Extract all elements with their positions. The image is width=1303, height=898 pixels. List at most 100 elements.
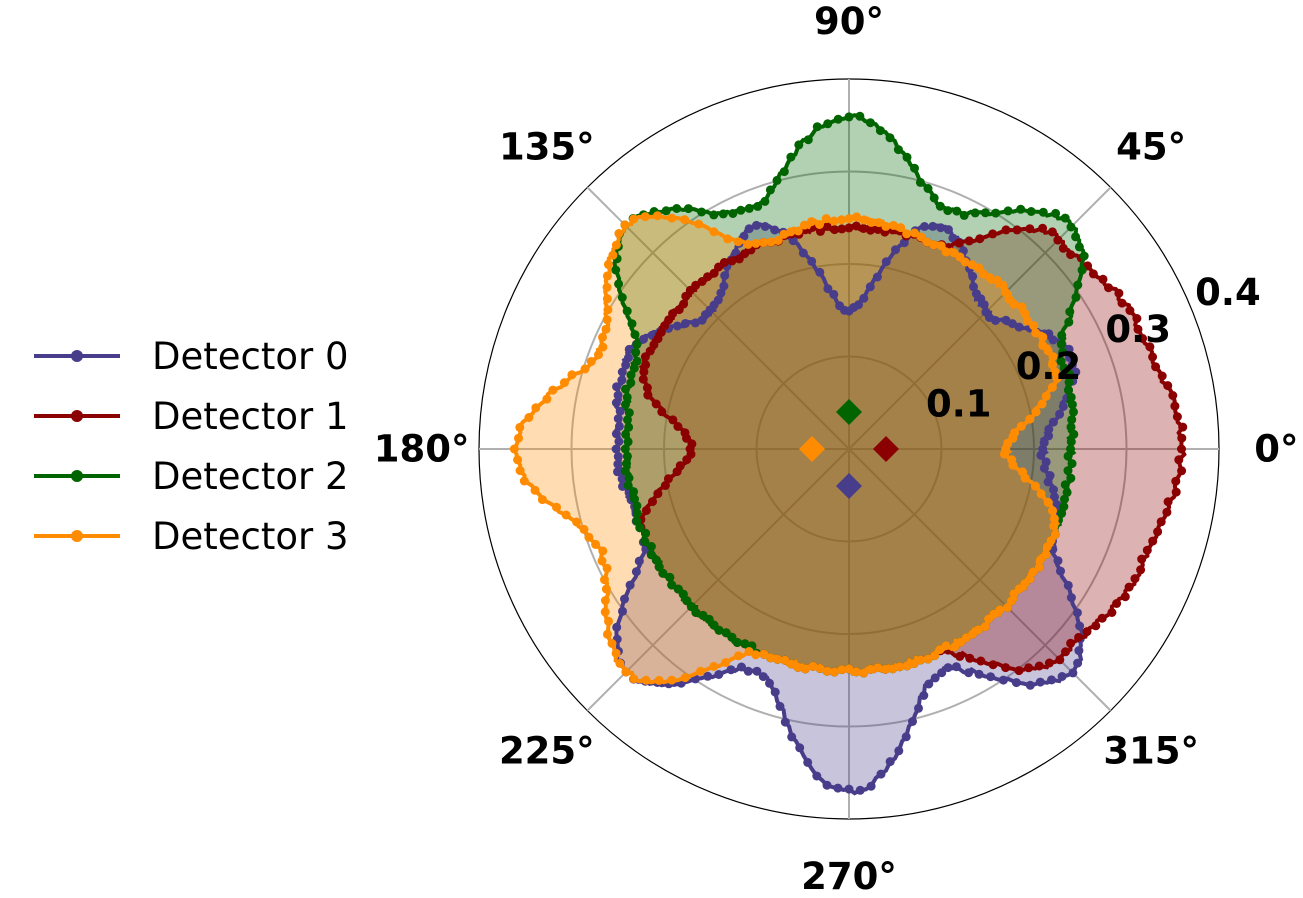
data-point <box>714 625 724 635</box>
data-point <box>661 206 671 216</box>
data-point <box>1059 502 1069 512</box>
data-point <box>602 315 612 325</box>
data-point <box>949 248 959 258</box>
radial-tick-label: 0.1 <box>926 382 992 425</box>
data-point <box>630 330 640 340</box>
angular-tick-label: 270° <box>801 855 897 898</box>
data-point <box>1036 450 1046 460</box>
data-point <box>1074 242 1084 252</box>
data-point <box>873 225 883 234</box>
data-point <box>620 444 630 454</box>
data-point <box>600 575 609 585</box>
data-point <box>1018 467 1028 477</box>
angular-tick-label: 315° <box>1103 730 1199 773</box>
data-point <box>515 422 525 432</box>
data-point <box>627 319 637 329</box>
data-point <box>614 421 624 431</box>
data-point <box>668 415 678 425</box>
data-point <box>881 221 891 231</box>
data-point <box>1171 476 1181 486</box>
data-point <box>807 217 816 227</box>
data-point <box>893 145 903 155</box>
data-point <box>936 223 946 233</box>
data-point <box>638 374 648 384</box>
data-point <box>1074 632 1084 642</box>
data-point <box>766 237 776 247</box>
data-point <box>760 196 770 206</box>
data-point <box>968 271 978 281</box>
data-point <box>1066 593 1076 603</box>
data-point <box>844 223 854 233</box>
data-point <box>629 674 639 684</box>
data-point <box>615 659 625 668</box>
data-point <box>919 691 929 700</box>
data-point <box>975 234 985 244</box>
data-point <box>641 506 651 515</box>
data-point <box>901 732 911 742</box>
data-point <box>714 262 724 272</box>
data-point <box>851 221 861 231</box>
data-point <box>1066 422 1076 432</box>
legend-swatch <box>34 350 120 362</box>
data-point <box>624 408 634 418</box>
data-point <box>1049 514 1059 524</box>
data-point <box>1050 367 1060 377</box>
data-point <box>734 254 744 264</box>
data-point <box>865 118 875 128</box>
data-point <box>786 659 796 669</box>
data-point <box>779 167 789 177</box>
data-point <box>866 217 876 227</box>
data-point <box>936 241 946 251</box>
data-point <box>908 717 917 726</box>
data-point <box>910 228 919 238</box>
data-point <box>837 665 847 675</box>
data-point <box>772 175 782 185</box>
data-point <box>552 502 561 512</box>
data-point <box>1016 204 1026 214</box>
data-point <box>639 334 648 344</box>
data-point <box>612 382 622 392</box>
data-point <box>866 781 876 791</box>
data-point <box>586 357 596 366</box>
data-point <box>654 675 664 685</box>
data-point <box>855 785 865 795</box>
data-point <box>920 222 929 231</box>
data-point <box>682 433 691 443</box>
data-point <box>651 555 661 565</box>
data-point <box>530 485 540 495</box>
series-fills <box>514 115 1185 794</box>
data-point <box>1163 497 1173 507</box>
angular-gridline <box>848 448 1112 712</box>
data-point <box>1138 334 1148 343</box>
data-point <box>611 265 621 275</box>
data-point <box>1049 485 1058 495</box>
data-point <box>866 225 875 235</box>
data-point <box>974 625 983 635</box>
data-point <box>1044 424 1054 434</box>
data-point <box>1062 487 1072 497</box>
data-point <box>602 282 612 292</box>
angular-gridline <box>848 186 1112 450</box>
data-point <box>1063 466 1073 476</box>
data-point <box>594 350 603 360</box>
data-point <box>696 666 705 676</box>
data-point <box>1082 627 1092 637</box>
data-point <box>1010 428 1020 438</box>
data-point <box>629 487 639 497</box>
data-point <box>833 114 843 124</box>
data-point <box>803 757 813 767</box>
data-point <box>1148 352 1158 362</box>
data-point <box>703 671 713 681</box>
data-point <box>734 651 743 661</box>
data-point <box>793 662 803 672</box>
data-point <box>719 281 729 291</box>
data-point <box>1001 287 1011 297</box>
data-point <box>615 406 625 416</box>
data-point <box>727 256 737 266</box>
data-point <box>617 474 627 484</box>
data-point <box>1125 306 1135 315</box>
data-point <box>632 501 642 511</box>
data-point <box>524 413 534 422</box>
data-point <box>657 407 667 417</box>
data-point <box>1117 298 1127 308</box>
